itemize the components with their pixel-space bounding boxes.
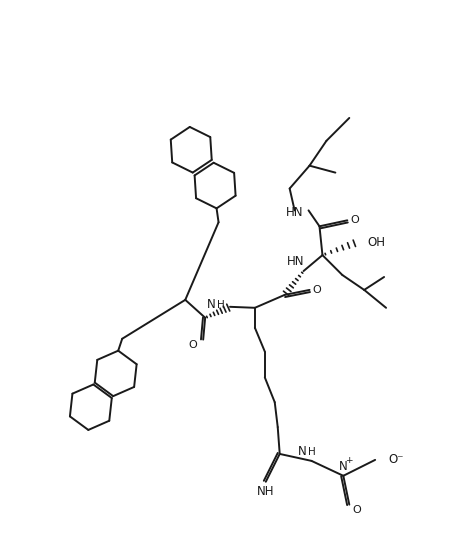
Text: HN: HN (286, 255, 304, 268)
Text: O: O (349, 215, 358, 225)
Text: O⁻: O⁻ (387, 453, 403, 466)
Text: OH: OH (366, 236, 384, 249)
Text: NH: NH (257, 485, 274, 498)
Text: N: N (207, 298, 216, 311)
Text: +: + (345, 456, 352, 466)
Text: N: N (338, 460, 347, 473)
Text: HN: HN (285, 206, 303, 219)
Text: N: N (298, 445, 307, 458)
Text: H: H (307, 447, 315, 457)
Text: O: O (188, 339, 197, 349)
Text: O: O (312, 285, 320, 295)
Text: H: H (217, 300, 225, 310)
Text: O: O (352, 505, 361, 515)
